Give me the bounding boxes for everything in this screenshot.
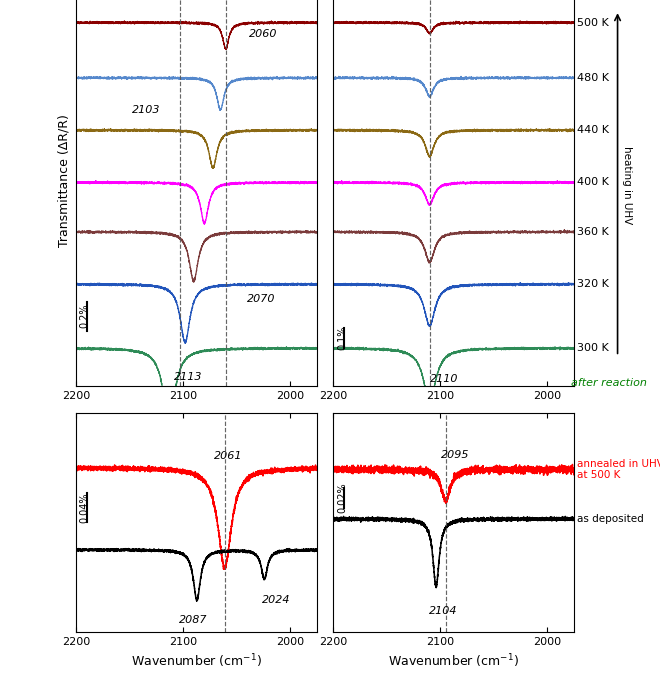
Text: 2113: 2113: [174, 372, 203, 382]
Text: 0.1%: 0.1%: [337, 326, 347, 350]
Text: after reaction: after reaction: [571, 378, 647, 389]
X-axis label: Wavenumber (cm$^{-1}$): Wavenumber (cm$^{-1}$): [388, 652, 519, 670]
Text: 2110: 2110: [430, 374, 459, 385]
Text: 0.2%: 0.2%: [80, 304, 90, 329]
Text: 2095: 2095: [441, 449, 470, 460]
Text: 0.04%: 0.04%: [80, 492, 90, 523]
Text: 2103: 2103: [131, 104, 160, 115]
Text: 400 K: 400 K: [577, 178, 609, 187]
Text: 0.02%: 0.02%: [337, 482, 347, 513]
Text: 2024: 2024: [262, 596, 290, 605]
Text: annealed in UHV
at 500 K: annealed in UHV at 500 K: [577, 459, 660, 480]
Text: 440 K: 440 K: [577, 125, 609, 135]
Text: 2104: 2104: [429, 607, 458, 616]
Text: 480 K: 480 K: [577, 73, 609, 83]
Text: 2061: 2061: [214, 451, 242, 460]
Text: 2070: 2070: [248, 294, 276, 304]
Y-axis label: Transmittance (ΔR/R): Transmittance (ΔR/R): [57, 115, 71, 247]
Text: 2060: 2060: [249, 29, 278, 39]
X-axis label: Wavenumber (cm$^{-1}$): Wavenumber (cm$^{-1}$): [131, 652, 262, 670]
Text: 320 K: 320 K: [577, 279, 609, 289]
Text: heating in UHV: heating in UHV: [622, 146, 632, 225]
Text: as deposited: as deposited: [577, 514, 644, 524]
Text: 2087: 2087: [180, 615, 208, 626]
Text: 500 K: 500 K: [577, 18, 609, 27]
Text: 360 K: 360 K: [577, 227, 609, 237]
Text: 300 K: 300 K: [577, 343, 609, 353]
